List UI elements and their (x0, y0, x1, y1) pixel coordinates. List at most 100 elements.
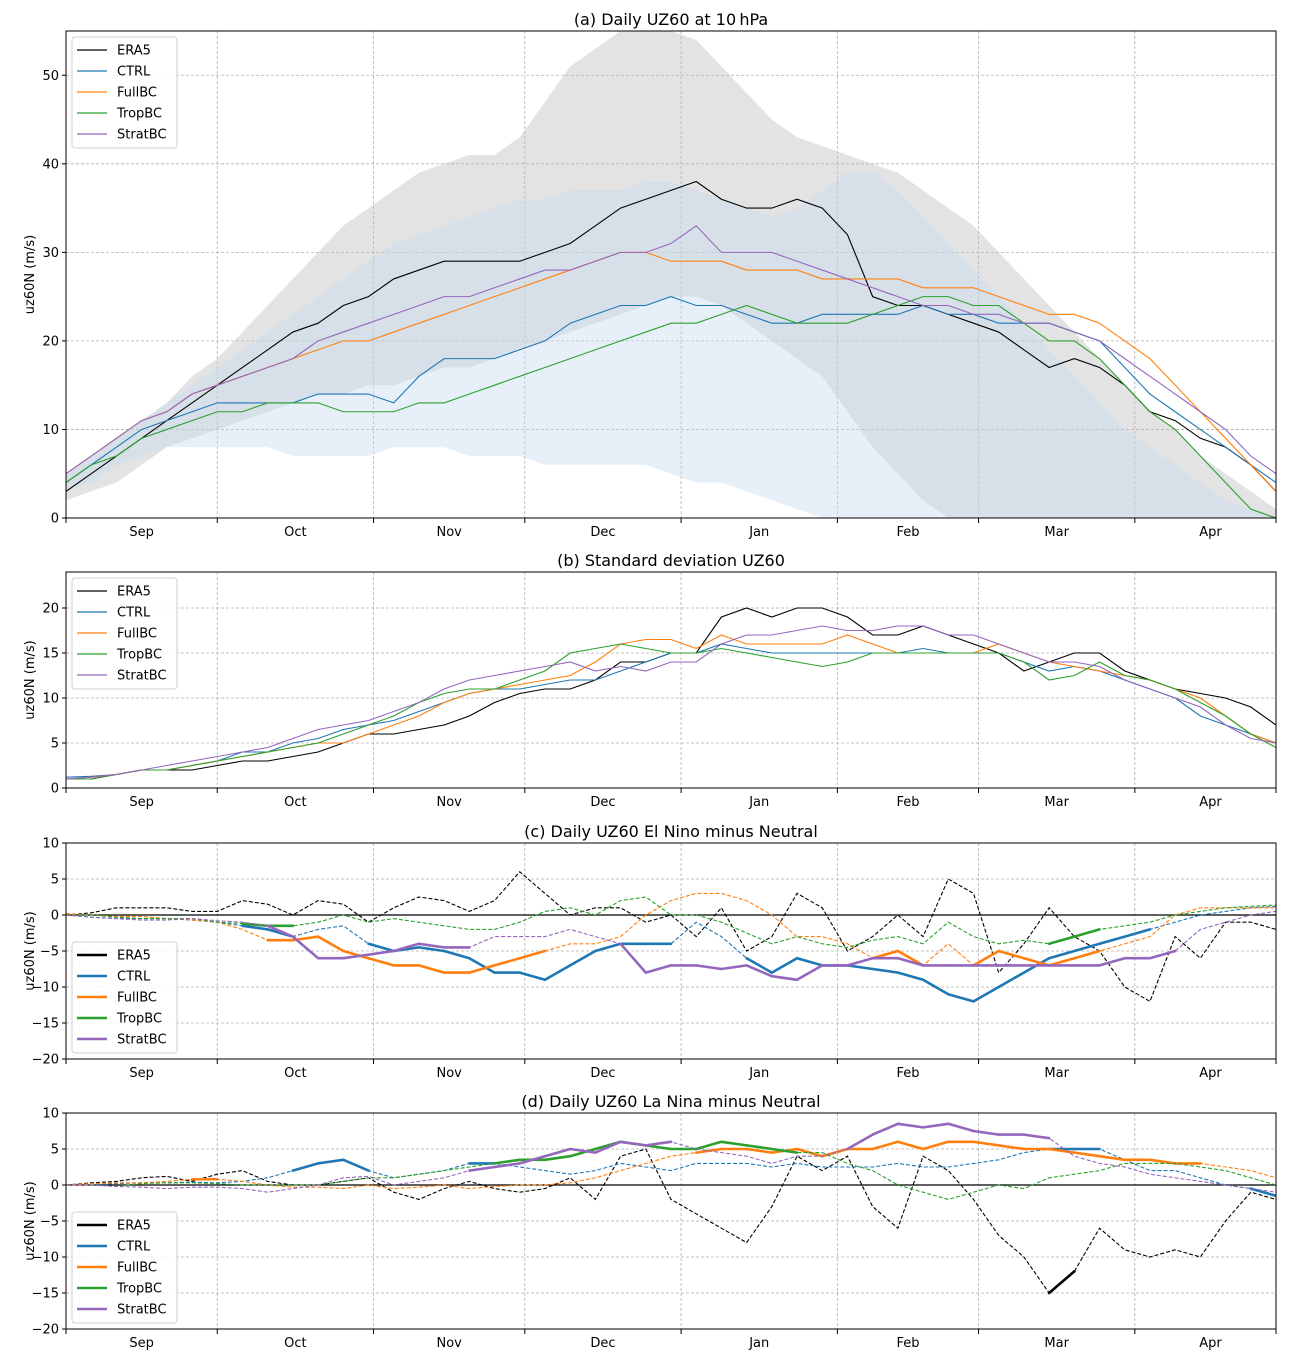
significant-segment-stratbc (972, 1129, 1001, 1136)
legend-box (71, 1211, 178, 1324)
y-axis-label: uz60N (m/s) (23, 640, 38, 719)
significant-segment-ctrl (341, 1158, 370, 1172)
series-line-tropbc (66, 896, 1276, 948)
legend-label-stratbc: StratBC (117, 128, 167, 143)
significant-segment-stratbc (367, 949, 396, 956)
series-line-ctrl (66, 643, 1276, 778)
y-tick-label: −20 (32, 1323, 59, 1338)
significant-segment-stratbc (921, 1122, 950, 1129)
significant-segment-stratbc (770, 974, 799, 982)
y-tick-label: 5 (51, 737, 59, 752)
significant-segment-stratbc (720, 964, 748, 971)
panel-title: (b) Standard deviation UZ60 (557, 551, 785, 570)
significant-segment-stratbc (1022, 1133, 1051, 1140)
panel-d: (d) Daily UZ60 La Nina minus Neutral uz60… (23, 1092, 1277, 1351)
significant-segment-fullbc (972, 1140, 1001, 1147)
significant-segment-ctrl (291, 1162, 320, 1172)
panel-c: (c) Daily UZ60 El Nino minus Neutral uz60… (23, 822, 1277, 1081)
y-tick-label: 10 (42, 1107, 59, 1122)
significant-segment-tropbc (745, 1144, 774, 1151)
x-tick-label: Jan (748, 525, 769, 540)
significant-segment-ctrl (594, 942, 622, 953)
legend-label-fullbc: FullBC (117, 627, 157, 642)
y-tick-label: 5 (51, 873, 59, 888)
x-tick-label: Mar (1044, 1336, 1069, 1351)
legend-box (71, 577, 178, 690)
significant-segment-ctrl (518, 971, 547, 982)
panel-title: (a) Daily UZ60 at 10 hPa (574, 10, 768, 29)
x-tick-label: Apr (1199, 1336, 1222, 1351)
y-tick-label: −5 (40, 945, 59, 960)
significant-segment-ctrl (745, 956, 774, 974)
y-tick-label: 20 (42, 334, 59, 349)
plot-area (66, 31, 1276, 518)
significant-segment-stratbc (946, 1122, 975, 1133)
significant-segment-tropbc (1073, 928, 1101, 938)
x-tick-label: Nov (436, 1336, 462, 1351)
series-line-tropbc (66, 296, 1276, 518)
y-axis-label: uz60N (m/s) (23, 1181, 38, 1260)
legend-label-ctrl: CTRL (117, 970, 151, 985)
significant-segment-ctrl (921, 978, 950, 996)
significant-segment-ctrl (316, 1158, 345, 1165)
legend-label-era5: ERA5 (117, 44, 151, 59)
significant-segment-ctrl (442, 949, 471, 960)
legend-label-stratbc: StratBC (117, 1033, 167, 1048)
y-tick-label: −20 (32, 1053, 59, 1068)
y-tick-label: 0 (51, 1179, 59, 1194)
x-tick-label: Apr (1199, 525, 1222, 540)
series-line-era5 (66, 607, 1276, 780)
significant-segment-stratbc (619, 942, 648, 974)
significant-segment-fullbc (316, 935, 345, 953)
y-tick-label: −15 (32, 1017, 59, 1032)
significant-segment-fullbc (1073, 1151, 1101, 1158)
legend-label-ctrl: CTRL (117, 606, 151, 621)
significant-segment-ctrl (871, 967, 900, 974)
significant-segment-stratbc (594, 1140, 622, 1154)
significant-segment-fullbc (997, 949, 1026, 960)
x-tick-label: Sep (129, 1066, 154, 1081)
significant-segment-tropbc (770, 1147, 799, 1154)
x-tick-label: Jan (748, 1066, 769, 1081)
significant-segment-stratbc (392, 942, 421, 953)
series-line-era5 (66, 180, 1276, 492)
significant-segment-stratbc (1148, 949, 1177, 960)
panel-b: (b) Standard deviation UZ60 uz60N (m/s) 0 5… (23, 551, 1277, 810)
legend-label-tropbc: TropBC (116, 648, 162, 663)
x-tick-label: Sep (129, 1336, 154, 1351)
series-line-fullbc (66, 634, 1276, 780)
legend-label-stratbc: StratBC (117, 669, 167, 684)
y-tick-label: 30 (42, 246, 59, 261)
y-tick-label: −10 (32, 981, 59, 996)
significant-segment-ctrl (896, 971, 925, 982)
legend-box (71, 941, 178, 1054)
series-line-stratbc (66, 225, 1276, 475)
significant-segment-stratbc (644, 1140, 673, 1147)
x-tick-label: Apr (1199, 795, 1222, 810)
significant-segment-stratbc (846, 956, 874, 967)
series-line-fullbc (66, 892, 1276, 974)
y-axis-label: uz60N (m/s) (23, 911, 38, 990)
x-tick-label: Nov (436, 795, 462, 810)
significant-segment-fullbc (1148, 1158, 1177, 1165)
legend-label-tropbc: TropBC (116, 1282, 162, 1297)
legend-label-stratbc: StratBC (117, 1303, 167, 1318)
x-tick-label: Oct (284, 525, 306, 540)
x-tick-label: Jan (748, 1336, 769, 1351)
significant-segment-ctrl (946, 992, 975, 1003)
series-line-era5 (66, 1148, 1276, 1294)
y-tick-label: 0 (51, 909, 59, 924)
significant-segment-stratbc (266, 924, 295, 938)
x-tick-label: Feb (896, 795, 919, 810)
series-line-era5 (66, 871, 1276, 1003)
significant-segment-fullbc (417, 964, 446, 974)
legend-label-tropbc: TropBC (116, 1012, 162, 1027)
x-tick-label: Dec (590, 525, 615, 540)
significant-segment-fullbc (367, 956, 396, 967)
x-tick-label: Oct (284, 1066, 306, 1081)
spread-band (66, 172, 1276, 518)
panel-a: (a) Daily UZ60 at 10 hPa uz60N (m/s) 0 10 20… (23, 10, 1277, 540)
plot-area (66, 871, 1276, 1003)
y-tick-label: 50 (42, 69, 59, 84)
significant-segment-fullbc (518, 949, 547, 960)
